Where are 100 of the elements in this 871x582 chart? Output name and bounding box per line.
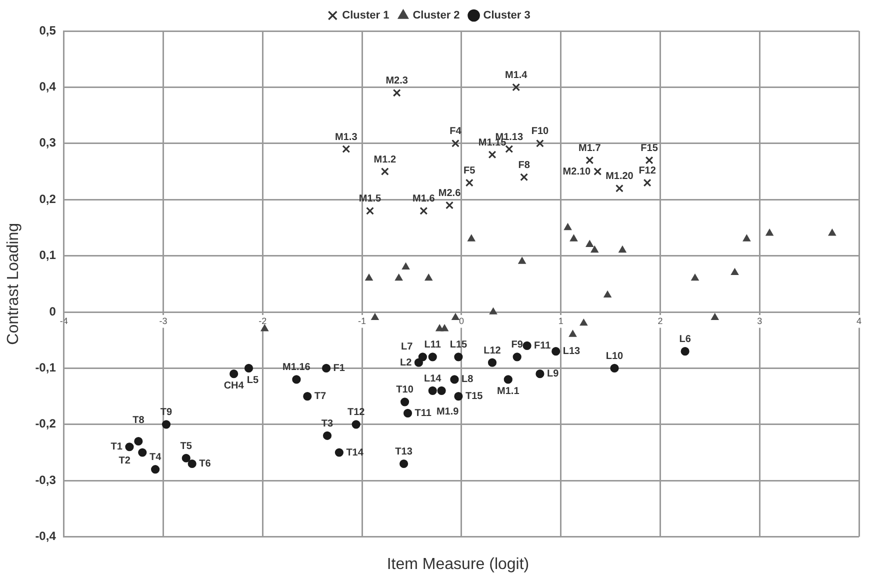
legend-label: Cluster 3 (483, 10, 530, 22)
point (451, 139, 460, 148)
point (742, 234, 750, 242)
point (504, 375, 512, 384)
point (322, 364, 331, 372)
annotation: L10 (606, 350, 624, 362)
point (520, 173, 528, 182)
annotation: L11 (424, 340, 442, 351)
point (452, 313, 460, 320)
annotation: T8 (132, 415, 145, 426)
annotation: T1 (110, 442, 123, 453)
point (428, 352, 437, 362)
annotation: T12 (347, 407, 366, 418)
annotation: L6 (679, 334, 692, 346)
point (440, 324, 448, 332)
annotation: M1.3 (335, 132, 358, 143)
annotation: T13 (395, 446, 413, 458)
point (552, 347, 560, 356)
annotation: T5 (180, 440, 192, 452)
point (536, 370, 544, 378)
annotation: F8 (518, 160, 530, 171)
point (303, 392, 312, 401)
annotation: L5 (246, 374, 260, 386)
y-axis-title: Contrast Loading (5, 222, 22, 345)
annotation: T10 (396, 384, 414, 396)
point (424, 274, 432, 281)
point (371, 313, 379, 320)
y-tick-label: -0,4 (35, 529, 56, 544)
point (570, 234, 578, 242)
point (151, 465, 160, 474)
point (399, 459, 408, 468)
point (711, 313, 719, 320)
point (420, 206, 428, 215)
annotation: M2.10 (562, 166, 592, 178)
point (450, 375, 459, 384)
point (691, 274, 699, 281)
annotation: M1.2 (374, 154, 396, 166)
annotation: M1.7 (578, 143, 602, 154)
point (518, 257, 526, 264)
point (590, 246, 598, 253)
x-tick-label: -2 (258, 316, 267, 326)
point (645, 156, 654, 164)
point (334, 448, 344, 457)
point (488, 150, 496, 159)
x-tick-label: -1 (358, 316, 366, 326)
point (618, 246, 626, 253)
point (594, 168, 602, 176)
annotation: M1.20 (606, 171, 634, 182)
point (395, 274, 403, 281)
annotation: F15 (640, 143, 658, 154)
point (322, 431, 332, 440)
point (138, 448, 147, 457)
point (366, 206, 374, 215)
annotation: M1.5 (358, 194, 382, 205)
y-tick-label: -0,3 (35, 472, 56, 487)
point (260, 324, 268, 332)
point (610, 364, 619, 372)
point (162, 420, 171, 429)
point (564, 223, 572, 230)
legend-label: Cluster 2 (412, 10, 460, 22)
point (418, 352, 427, 362)
point (292, 375, 301, 384)
point (730, 268, 739, 276)
annotation: T9 (160, 407, 173, 418)
point (182, 454, 190, 462)
annotation: F12 (638, 165, 656, 176)
x-tick-label: 0 (458, 316, 464, 326)
y-tick-label: -0,1 (35, 360, 56, 375)
annotation: T14 (346, 447, 364, 458)
annotation: T6 (199, 458, 212, 470)
y-tick-label: 0,3 (39, 136, 56, 150)
legend-label: Cluster 1 (342, 10, 390, 22)
point (414, 358, 423, 367)
annotation: L7 (401, 342, 414, 353)
point (512, 83, 520, 92)
annotation: T7 (314, 391, 326, 402)
annotation: L12 (484, 345, 502, 356)
point (766, 229, 774, 236)
point (402, 262, 410, 270)
annotation: M2.3 (386, 76, 408, 87)
point (643, 178, 652, 187)
point (568, 330, 577, 337)
point (522, 341, 532, 350)
annotation: T4 (149, 452, 162, 464)
point (512, 352, 522, 362)
y-tick-label: -0,2 (35, 416, 56, 431)
annotation: F11 (534, 340, 552, 352)
annotation: F9 (511, 340, 524, 351)
y-tick-label: 0,5 (39, 23, 56, 38)
x-axis-title: Item Measure (logit) (386, 556, 530, 574)
x-tick-label: 2 (658, 316, 663, 326)
x-tick-label: 3 (757, 316, 762, 326)
point (446, 201, 454, 210)
annotation: T15 (465, 391, 484, 402)
x-tick-label: -3 (159, 316, 168, 326)
point (437, 386, 446, 395)
point (468, 234, 476, 242)
point (536, 139, 544, 148)
point (580, 318, 588, 326)
point (352, 420, 360, 429)
